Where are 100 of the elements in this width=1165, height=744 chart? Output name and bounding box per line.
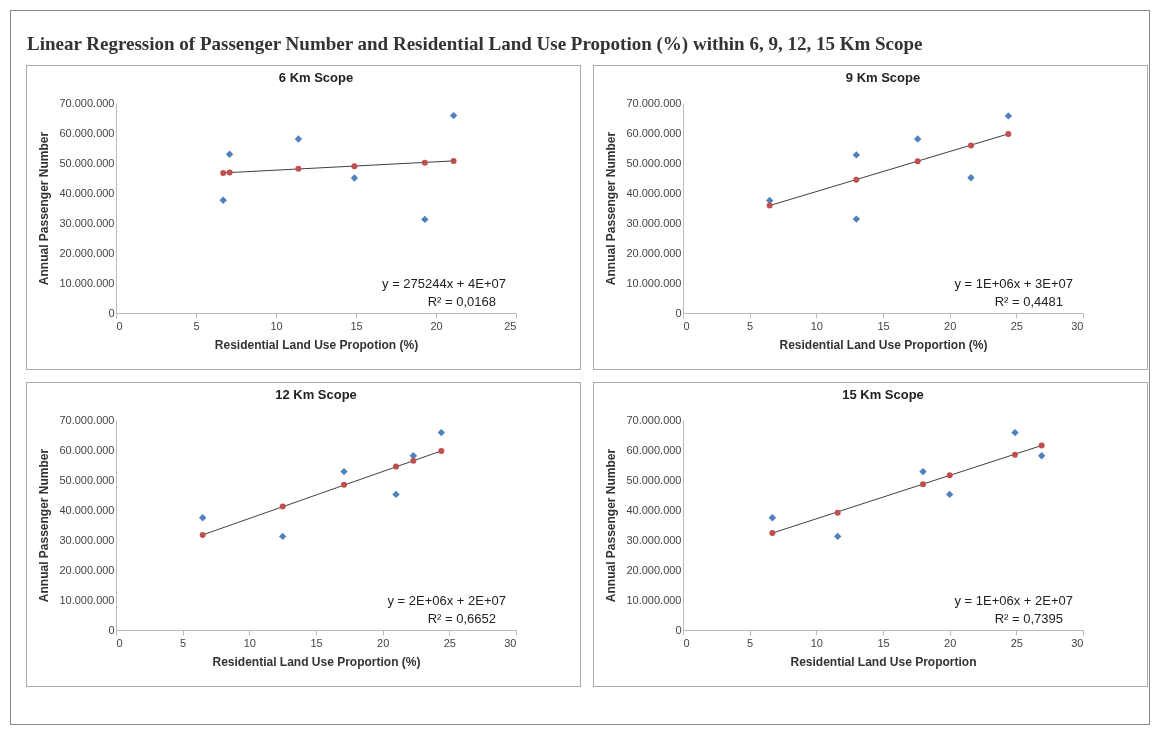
chart-title: 15 Km Scope [842, 387, 924, 402]
point [421, 215, 429, 224]
chart-title: 12 Km Scope [275, 387, 357, 402]
y-tick-label: 40.000.000 [626, 503, 682, 516]
point [278, 532, 287, 541]
point [766, 202, 773, 209]
point [852, 215, 861, 223]
y-tick-label: 70.000.000 [626, 413, 682, 426]
x-axis-title: Residential Land Use Proportion (%) [212, 654, 421, 669]
point [421, 159, 428, 166]
y-tick-label: 70.000.000 [59, 413, 115, 426]
x-tick-label: 5 [747, 319, 754, 332]
x-tick-label: 20 [944, 319, 957, 332]
annotation: y = 1E+06x + 2E+07 [954, 593, 1073, 608]
x-tick-label: 25 [443, 636, 456, 649]
y-tick-label: 60.000.000 [59, 126, 115, 139]
y-tick-label: 30.000.000 [59, 533, 115, 546]
point [1037, 451, 1046, 460]
point [833, 532, 842, 541]
y-tick-label: 70.000.000 [59, 96, 115, 109]
point [853, 176, 860, 183]
y-axis-title: Annual Passenger Number [37, 131, 52, 286]
x-tick-label: 20 [377, 636, 390, 649]
point [913, 135, 922, 143]
x-tick-label: 5 [747, 636, 754, 649]
point [279, 503, 286, 510]
x-tick-label: 20 [430, 319, 443, 332]
point [225, 150, 234, 159]
x-tick-label: 0 [116, 636, 123, 649]
point [914, 158, 921, 165]
x-tick-label: 25 [504, 319, 517, 332]
annotation: y = 2E+06x + 2E+07 [387, 593, 506, 608]
y-tick-label: 60.000.000 [59, 443, 115, 456]
y-tick-label: 70.000.000 [626, 96, 682, 109]
y-axis-title: Annual Passenger Number [37, 448, 52, 603]
y-tick-label: 10.000.000 [626, 593, 682, 606]
y-tick-label: 50.000.000 [626, 156, 682, 169]
point [294, 135, 303, 143]
x-tick-label: 0 [683, 319, 690, 332]
y-tick-label: 0 [675, 623, 682, 636]
y-tick-label: 0 [675, 306, 682, 319]
y-tick-label: 50.000.000 [626, 473, 682, 486]
y-tick-label: 10.000.000 [59, 593, 115, 606]
x-tick-label: 25 [1010, 319, 1023, 332]
point [1038, 442, 1045, 449]
point [341, 481, 347, 488]
point [946, 472, 953, 479]
x-tick-label: 0 [116, 319, 123, 332]
x-tick-label: 25 [1010, 636, 1023, 649]
x-tick-label: 5 [193, 319, 200, 332]
point [437, 428, 446, 437]
chart-title: 9 Km Scope [845, 70, 921, 85]
x-tick-label: 30 [1071, 319, 1084, 332]
point [769, 530, 776, 537]
point [450, 157, 457, 164]
point [1011, 428, 1019, 437]
y-tick-label: 40.000.000 [59, 503, 115, 516]
y-tick-label: 20.000.000 [59, 246, 115, 259]
y-axis-title: Annual Passenger Number [604, 131, 619, 286]
point [968, 142, 974, 149]
point [852, 151, 861, 159]
point [1012, 451, 1018, 458]
y-tick-label: 20.000.000 [59, 563, 115, 576]
point [768, 514, 777, 522]
point [350, 174, 359, 182]
y-tick-label: 40.000.000 [626, 186, 682, 199]
x-tick-label: 15 [310, 636, 323, 649]
x-tick-label: 10 [243, 636, 256, 649]
text: Linear Regression of Passenger Number and Residential Land Use Propotion (%) within 6, 9, 12, 15 Km Scope [26, 32, 924, 55]
y-axis-title: Annual Passenger Number [604, 448, 619, 603]
point [219, 196, 227, 204]
x-tick-label: 0 [683, 636, 690, 649]
point [340, 467, 348, 476]
x-tick-label: 10 [270, 319, 283, 332]
annotation: R² = 0,4481 [994, 294, 1063, 309]
x-axis-title: Residential Land Use Proportion [790, 654, 977, 669]
x-tick-label: 30 [504, 636, 517, 649]
y-tick-label: 60.000.000 [626, 443, 682, 456]
annotation: y = 275244x + 4E+07 [382, 276, 506, 291]
point [1005, 130, 1012, 137]
x-tick-label: 20 [944, 636, 957, 649]
point [198, 514, 207, 522]
annotation: R² = 0,0168 [427, 294, 496, 309]
y-tick-label: 10.000.000 [59, 276, 115, 289]
y-tick-label: 50.000.000 [59, 156, 115, 169]
x-tick-label: 10 [810, 636, 823, 649]
x-tick-label: 30 [1071, 636, 1084, 649]
y-tick-label: 30.000.000 [626, 533, 682, 546]
y-tick-label: 50.000.000 [59, 473, 115, 486]
x-tick-label: 15 [877, 636, 890, 649]
y-tick-label: 20.000.000 [626, 246, 682, 259]
x-tick-label: 5 [180, 636, 187, 649]
y-tick-label: 20.000.000 [626, 563, 682, 576]
point [438, 447, 445, 454]
x-tick-label: 15 [350, 319, 363, 332]
y-tick-label: 0 [108, 306, 115, 319]
point [945, 490, 954, 499]
y-tick-label: 30.000.000 [59, 216, 115, 229]
annotation: R² = 0,7395 [994, 611, 1063, 626]
annotation: R² = 0,6652 [427, 611, 496, 626]
